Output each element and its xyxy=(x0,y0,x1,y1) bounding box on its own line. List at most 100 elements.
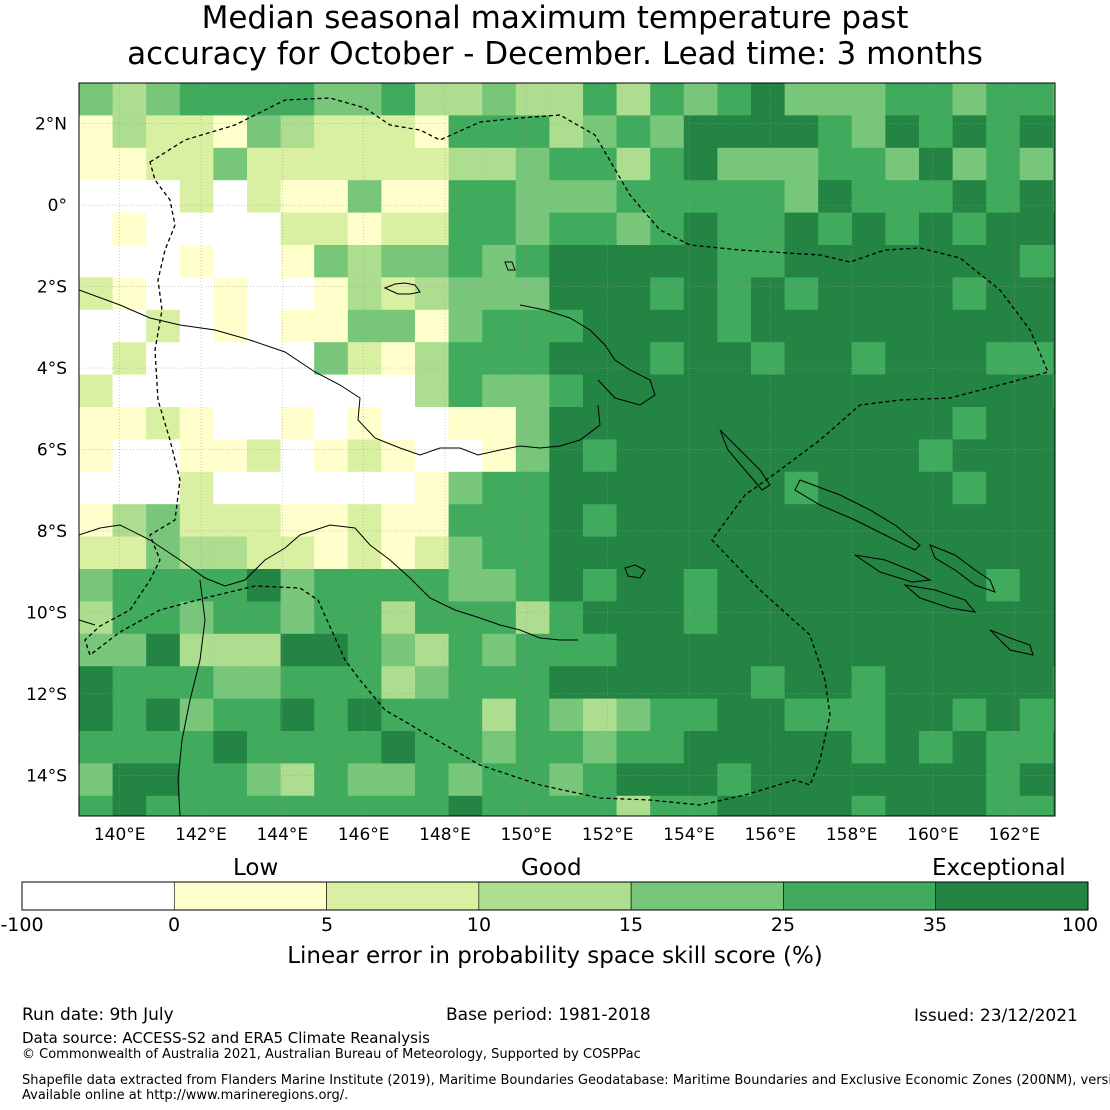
grid-cell xyxy=(381,439,416,473)
grid-cell xyxy=(1019,245,1054,278)
grid-cell xyxy=(179,504,214,538)
grid-cell xyxy=(1053,504,1055,538)
grid-cell xyxy=(280,471,315,505)
grid-cell xyxy=(851,83,886,116)
grid-cell xyxy=(549,601,584,635)
grid-cell xyxy=(885,504,920,538)
grid-cell xyxy=(448,763,483,797)
grid-cell xyxy=(146,180,181,214)
grid-cell xyxy=(79,115,114,149)
grid-cell xyxy=(280,439,315,473)
grid-cell xyxy=(381,731,416,764)
grid-cell xyxy=(818,342,853,376)
grid-cell xyxy=(952,115,987,149)
grid-cell xyxy=(851,795,886,816)
grid-cell xyxy=(213,212,248,246)
grid-cell xyxy=(347,115,382,149)
grid-cell xyxy=(986,504,1021,538)
grid-cell xyxy=(583,471,618,505)
grid-cell xyxy=(1019,633,1054,667)
grid-cell xyxy=(415,83,450,116)
grid-cell xyxy=(986,245,1021,278)
colorbar-bin xyxy=(935,881,1089,911)
grid-cell xyxy=(751,245,786,278)
grid-cell xyxy=(515,115,550,149)
grid-cell xyxy=(347,342,382,376)
grid-cell xyxy=(784,601,819,635)
grid-cell xyxy=(549,342,584,376)
grid-cell xyxy=(280,374,315,408)
grid-cell xyxy=(314,115,349,149)
grid-cell xyxy=(347,374,382,408)
grid-cell xyxy=(482,471,517,505)
grid-cell xyxy=(717,115,752,149)
grid-cell xyxy=(213,277,248,311)
grid-cell xyxy=(347,536,382,570)
grid-cell xyxy=(314,471,349,505)
grid-cell xyxy=(79,309,114,343)
grid-cell xyxy=(986,569,1021,602)
grid-cell xyxy=(851,180,886,214)
grid-cell xyxy=(213,504,248,538)
grid-cell xyxy=(952,407,987,440)
grid-cell xyxy=(818,471,853,505)
grid-cell xyxy=(549,471,584,505)
grid-cell xyxy=(347,407,382,440)
grid-cell xyxy=(549,569,584,602)
grid-cell xyxy=(717,601,752,635)
colorbar-tick: 10 xyxy=(466,914,492,936)
latitude-tick-label: 10°S xyxy=(26,603,67,623)
grid-cell xyxy=(751,504,786,538)
grid-cell xyxy=(616,795,651,816)
grid-cell xyxy=(851,666,886,700)
colorbar-label-good: Good xyxy=(521,855,582,881)
grid-cell xyxy=(482,180,517,214)
grid-cell xyxy=(79,666,114,700)
grid-cell xyxy=(616,245,651,278)
grid-cell xyxy=(919,731,954,764)
grid-cell xyxy=(79,569,114,602)
grid-cell xyxy=(885,407,920,440)
grid-cell xyxy=(583,374,618,408)
grid-cell xyxy=(616,504,651,538)
grid-cell xyxy=(314,212,349,246)
grid-cell xyxy=(482,601,517,635)
grid-cell xyxy=(683,147,718,181)
grid-cell xyxy=(179,536,214,570)
longitude-tick-label: 148°E xyxy=(419,825,471,845)
latitude-tick-label: 0° xyxy=(48,196,67,216)
grid-cell xyxy=(415,504,450,538)
grid-cell xyxy=(919,374,954,408)
grid-cell xyxy=(751,536,786,570)
grid-cell xyxy=(448,147,483,181)
grid-cell xyxy=(616,115,651,149)
grid-cell xyxy=(280,309,315,343)
grid-cell xyxy=(549,504,584,538)
grid-cell xyxy=(784,83,819,116)
grid-cell xyxy=(179,569,214,602)
grid-cell xyxy=(347,277,382,311)
grid-cell xyxy=(818,439,853,473)
grid-cell xyxy=(314,309,349,343)
grid-cell xyxy=(1053,763,1055,797)
grid-cell xyxy=(247,342,282,376)
grid-cell xyxy=(179,309,214,343)
grid-cell xyxy=(280,569,315,602)
grid-cell xyxy=(482,374,517,408)
grid-cell xyxy=(482,795,517,816)
data-source: Data source: ACCESS-S2 and ERA5 Climate … xyxy=(22,1029,430,1047)
grid-cell xyxy=(448,374,483,408)
grid-cell xyxy=(616,147,651,181)
grid-cell xyxy=(213,374,248,408)
grid-cell xyxy=(448,471,483,505)
grid-cell xyxy=(482,407,517,440)
grid-cell xyxy=(448,342,483,376)
colorbar-frame xyxy=(21,881,1089,911)
grid-cell xyxy=(919,277,954,311)
grid-cell xyxy=(784,309,819,343)
grid-cell xyxy=(616,277,651,311)
grid-cell xyxy=(179,147,214,181)
eez-line xyxy=(84,97,1049,806)
colorbar-tick: 5 xyxy=(320,914,334,936)
grid-cell xyxy=(1053,666,1055,700)
